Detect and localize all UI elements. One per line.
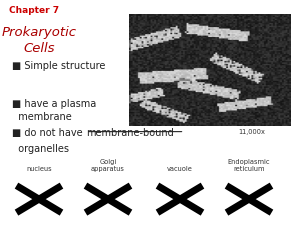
Text: Chapter 7: Chapter 7 <box>9 6 59 15</box>
Text: 11,000x: 11,000x <box>238 129 266 135</box>
Text: nucleus: nucleus <box>26 166 52 172</box>
Text: ■ do not have: ■ do not have <box>12 128 86 138</box>
Text: organelles: organelles <box>12 144 69 154</box>
Text: Golgi
apparatus: Golgi apparatus <box>91 159 125 172</box>
Text: membrane-bound: membrane-bound <box>86 128 174 138</box>
Text: ■ Simple structure: ■ Simple structure <box>12 61 105 71</box>
Text: Endoplasmic
reticulum: Endoplasmic reticulum <box>228 159 270 172</box>
Text: vacuole: vacuole <box>167 166 193 172</box>
Text: ■ have a plasma
  membrane: ■ have a plasma membrane <box>12 99 96 122</box>
Text: Prokaryotic
Cells: Prokaryotic Cells <box>2 26 76 55</box>
